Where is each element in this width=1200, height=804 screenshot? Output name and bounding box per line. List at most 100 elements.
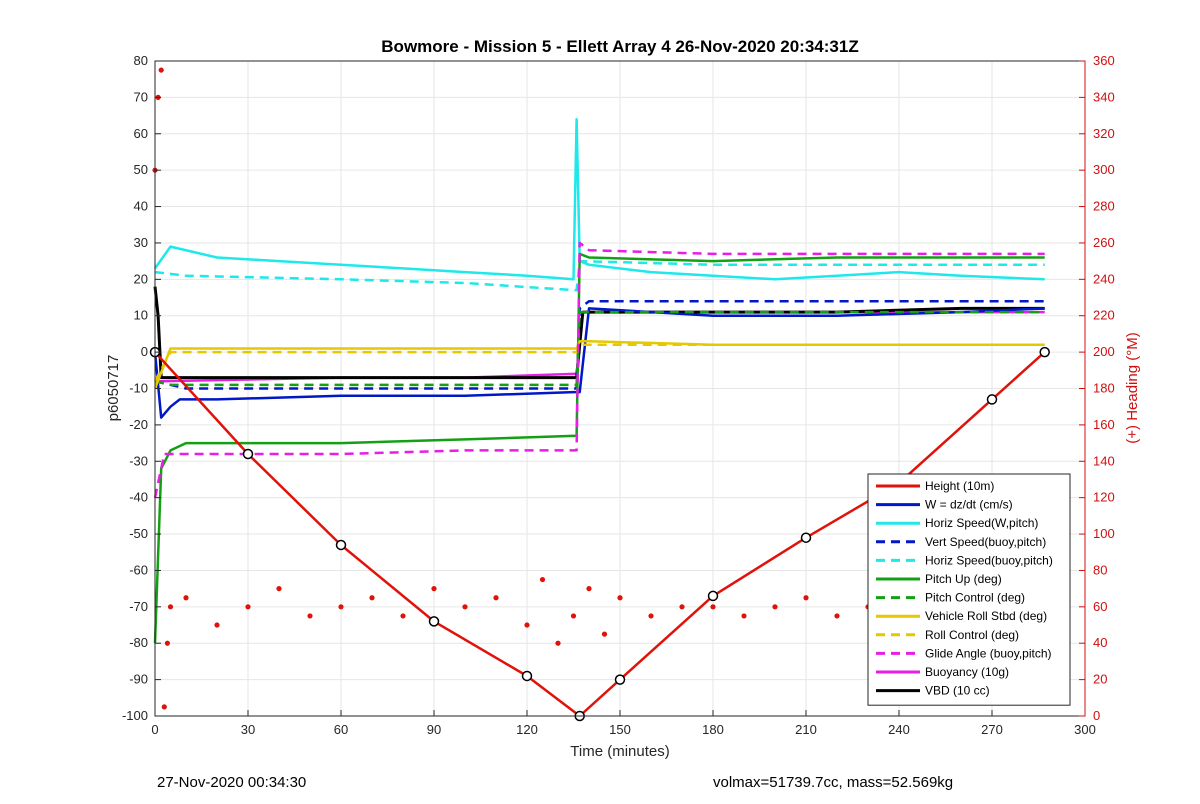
dive-marker bbox=[428, 616, 440, 627]
heading-point bbox=[167, 604, 174, 610]
y-tick-label: 10 bbox=[134, 308, 148, 323]
legend-label: Roll Control (deg) bbox=[925, 628, 1019, 642]
heading-point bbox=[710, 604, 716, 610]
y-tick-label: -30 bbox=[129, 453, 148, 468]
dive-marker bbox=[986, 394, 998, 405]
heading-point bbox=[539, 576, 546, 583]
series-line bbox=[153, 307, 1045, 419]
y2-tick-label: 120 bbox=[1093, 490, 1115, 505]
x-tick-label: 60 bbox=[334, 722, 348, 737]
heading-point bbox=[400, 613, 406, 619]
heading-point bbox=[164, 640, 170, 646]
heading-point bbox=[214, 622, 220, 628]
heading-point bbox=[617, 595, 623, 601]
legend-label: Pitch Up (deg) bbox=[925, 572, 1002, 586]
series-line bbox=[153, 241, 1045, 498]
x-tick-label: 30 bbox=[241, 722, 255, 737]
y2-axis-ticks: 0 20 40 60 80 100 120 140 160 180 200 220 240 260 280 3… bbox=[1079, 53, 1115, 723]
dive-marker bbox=[521, 670, 533, 682]
legend-label: W = dz/dt (cm/s) bbox=[925, 498, 1013, 512]
y-tick-label: 60 bbox=[134, 126, 148, 141]
dive-marker bbox=[707, 590, 719, 602]
heading-point bbox=[570, 613, 577, 619]
heading-point bbox=[276, 586, 282, 592]
y2-tick-label: 360 bbox=[1093, 53, 1115, 68]
y2-tick-label: 240 bbox=[1093, 271, 1115, 286]
x-axis-label: Time (minutes) bbox=[570, 743, 669, 760]
heading-point bbox=[158, 67, 164, 73]
y-tick-label: -10 bbox=[129, 381, 148, 396]
y2-tick-label: 40 bbox=[1093, 635, 1107, 650]
x-tick-label: 300 bbox=[1074, 722, 1096, 737]
series-line bbox=[153, 117, 1045, 281]
series-line bbox=[153, 339, 1045, 389]
legend: Height (10m) W = dz/dt (cm/s) Horiz Speed(… bbox=[867, 473, 1071, 706]
heading-point bbox=[679, 604, 685, 610]
y-tick-label: -40 bbox=[129, 490, 148, 505]
y-tick-label: -80 bbox=[129, 635, 148, 650]
series-line bbox=[154, 351, 1046, 718]
y2-tick-label: 20 bbox=[1093, 672, 1107, 687]
y-tick-label: -70 bbox=[129, 599, 148, 614]
y-tick-label: -90 bbox=[129, 672, 148, 687]
series-line bbox=[155, 310, 1045, 383]
x-tick-label: 180 bbox=[702, 722, 724, 737]
y2-axis-label: (+) Heading (°M) bbox=[1124, 332, 1141, 443]
heading-point bbox=[601, 631, 608, 637]
y2-tick-label: 0 bbox=[1093, 708, 1100, 723]
y-tick-label: -20 bbox=[129, 417, 148, 432]
y2-tick-label: 340 bbox=[1093, 89, 1115, 104]
heading-point bbox=[183, 595, 189, 601]
heading-point bbox=[431, 586, 437, 592]
x-tick-label: 0 bbox=[151, 722, 158, 737]
y2-tick-label: 60 bbox=[1093, 599, 1107, 614]
y2-tick-label: 320 bbox=[1093, 126, 1115, 141]
y2-tick-label: 80 bbox=[1093, 562, 1107, 577]
heading-point bbox=[586, 586, 592, 592]
heading-point bbox=[648, 613, 654, 619]
plot-series bbox=[149, 67, 1050, 722]
heading-point bbox=[555, 640, 561, 646]
heading-point bbox=[369, 595, 375, 601]
footer-timestamp: 27-Nov-2020 00:34:30 bbox=[157, 774, 306, 791]
y-tick-label: 80 bbox=[134, 53, 148, 68]
legend-label: Pitch Control (deg) bbox=[925, 591, 1025, 605]
legend-label: VBD (10 cc) bbox=[925, 684, 990, 698]
dive-marker bbox=[614, 674, 626, 685]
heading-point bbox=[338, 604, 344, 610]
y2-tick-label: 300 bbox=[1093, 162, 1115, 177]
y-tick-label: 0 bbox=[141, 344, 148, 359]
legend-label: Vert Speed(buoy,pitch) bbox=[925, 535, 1046, 549]
x-tick-label: 240 bbox=[888, 722, 910, 737]
heading-point bbox=[741, 613, 747, 619]
dive-marker bbox=[242, 448, 254, 460]
x-tick-label: 210 bbox=[795, 722, 817, 737]
y2-tick-label: 100 bbox=[1093, 526, 1115, 541]
y-axis-label: p6050717 bbox=[105, 355, 122, 422]
y2-tick-label: 180 bbox=[1093, 381, 1115, 396]
dive-marker bbox=[1039, 346, 1050, 358]
y2-tick-label: 260 bbox=[1093, 235, 1115, 250]
dive-marker bbox=[335, 539, 347, 551]
legend-box bbox=[867, 473, 1071, 706]
y2-tick-label: 220 bbox=[1093, 308, 1115, 323]
heading-point bbox=[493, 595, 499, 601]
y-tick-label: -100 bbox=[122, 708, 148, 723]
footer-volmax-mass: volmax=51739.7cc, mass=52.569kg bbox=[713, 774, 953, 791]
series-line bbox=[153, 343, 1045, 382]
chart-title: Bowmore - Mission 5 - Ellett Array 4 26-… bbox=[381, 37, 858, 56]
legend-label: Height (10m) bbox=[925, 479, 994, 493]
y-axis-ticks: -100-90-80-70-60-50-40-30-20-10010203040… bbox=[122, 53, 161, 723]
y-tick-label: 20 bbox=[134, 271, 148, 286]
y-tick-label: 30 bbox=[134, 235, 148, 250]
heading-point bbox=[245, 604, 251, 610]
x-tick-label: 270 bbox=[981, 722, 1003, 737]
heading-point bbox=[803, 595, 809, 601]
dive-marker bbox=[800, 532, 812, 543]
x-tick-label: 120 bbox=[516, 722, 538, 737]
heading-point bbox=[462, 604, 468, 610]
heading-point bbox=[834, 613, 840, 619]
y2-tick-label: 160 bbox=[1093, 417, 1115, 432]
x-tick-label: 90 bbox=[427, 722, 441, 737]
